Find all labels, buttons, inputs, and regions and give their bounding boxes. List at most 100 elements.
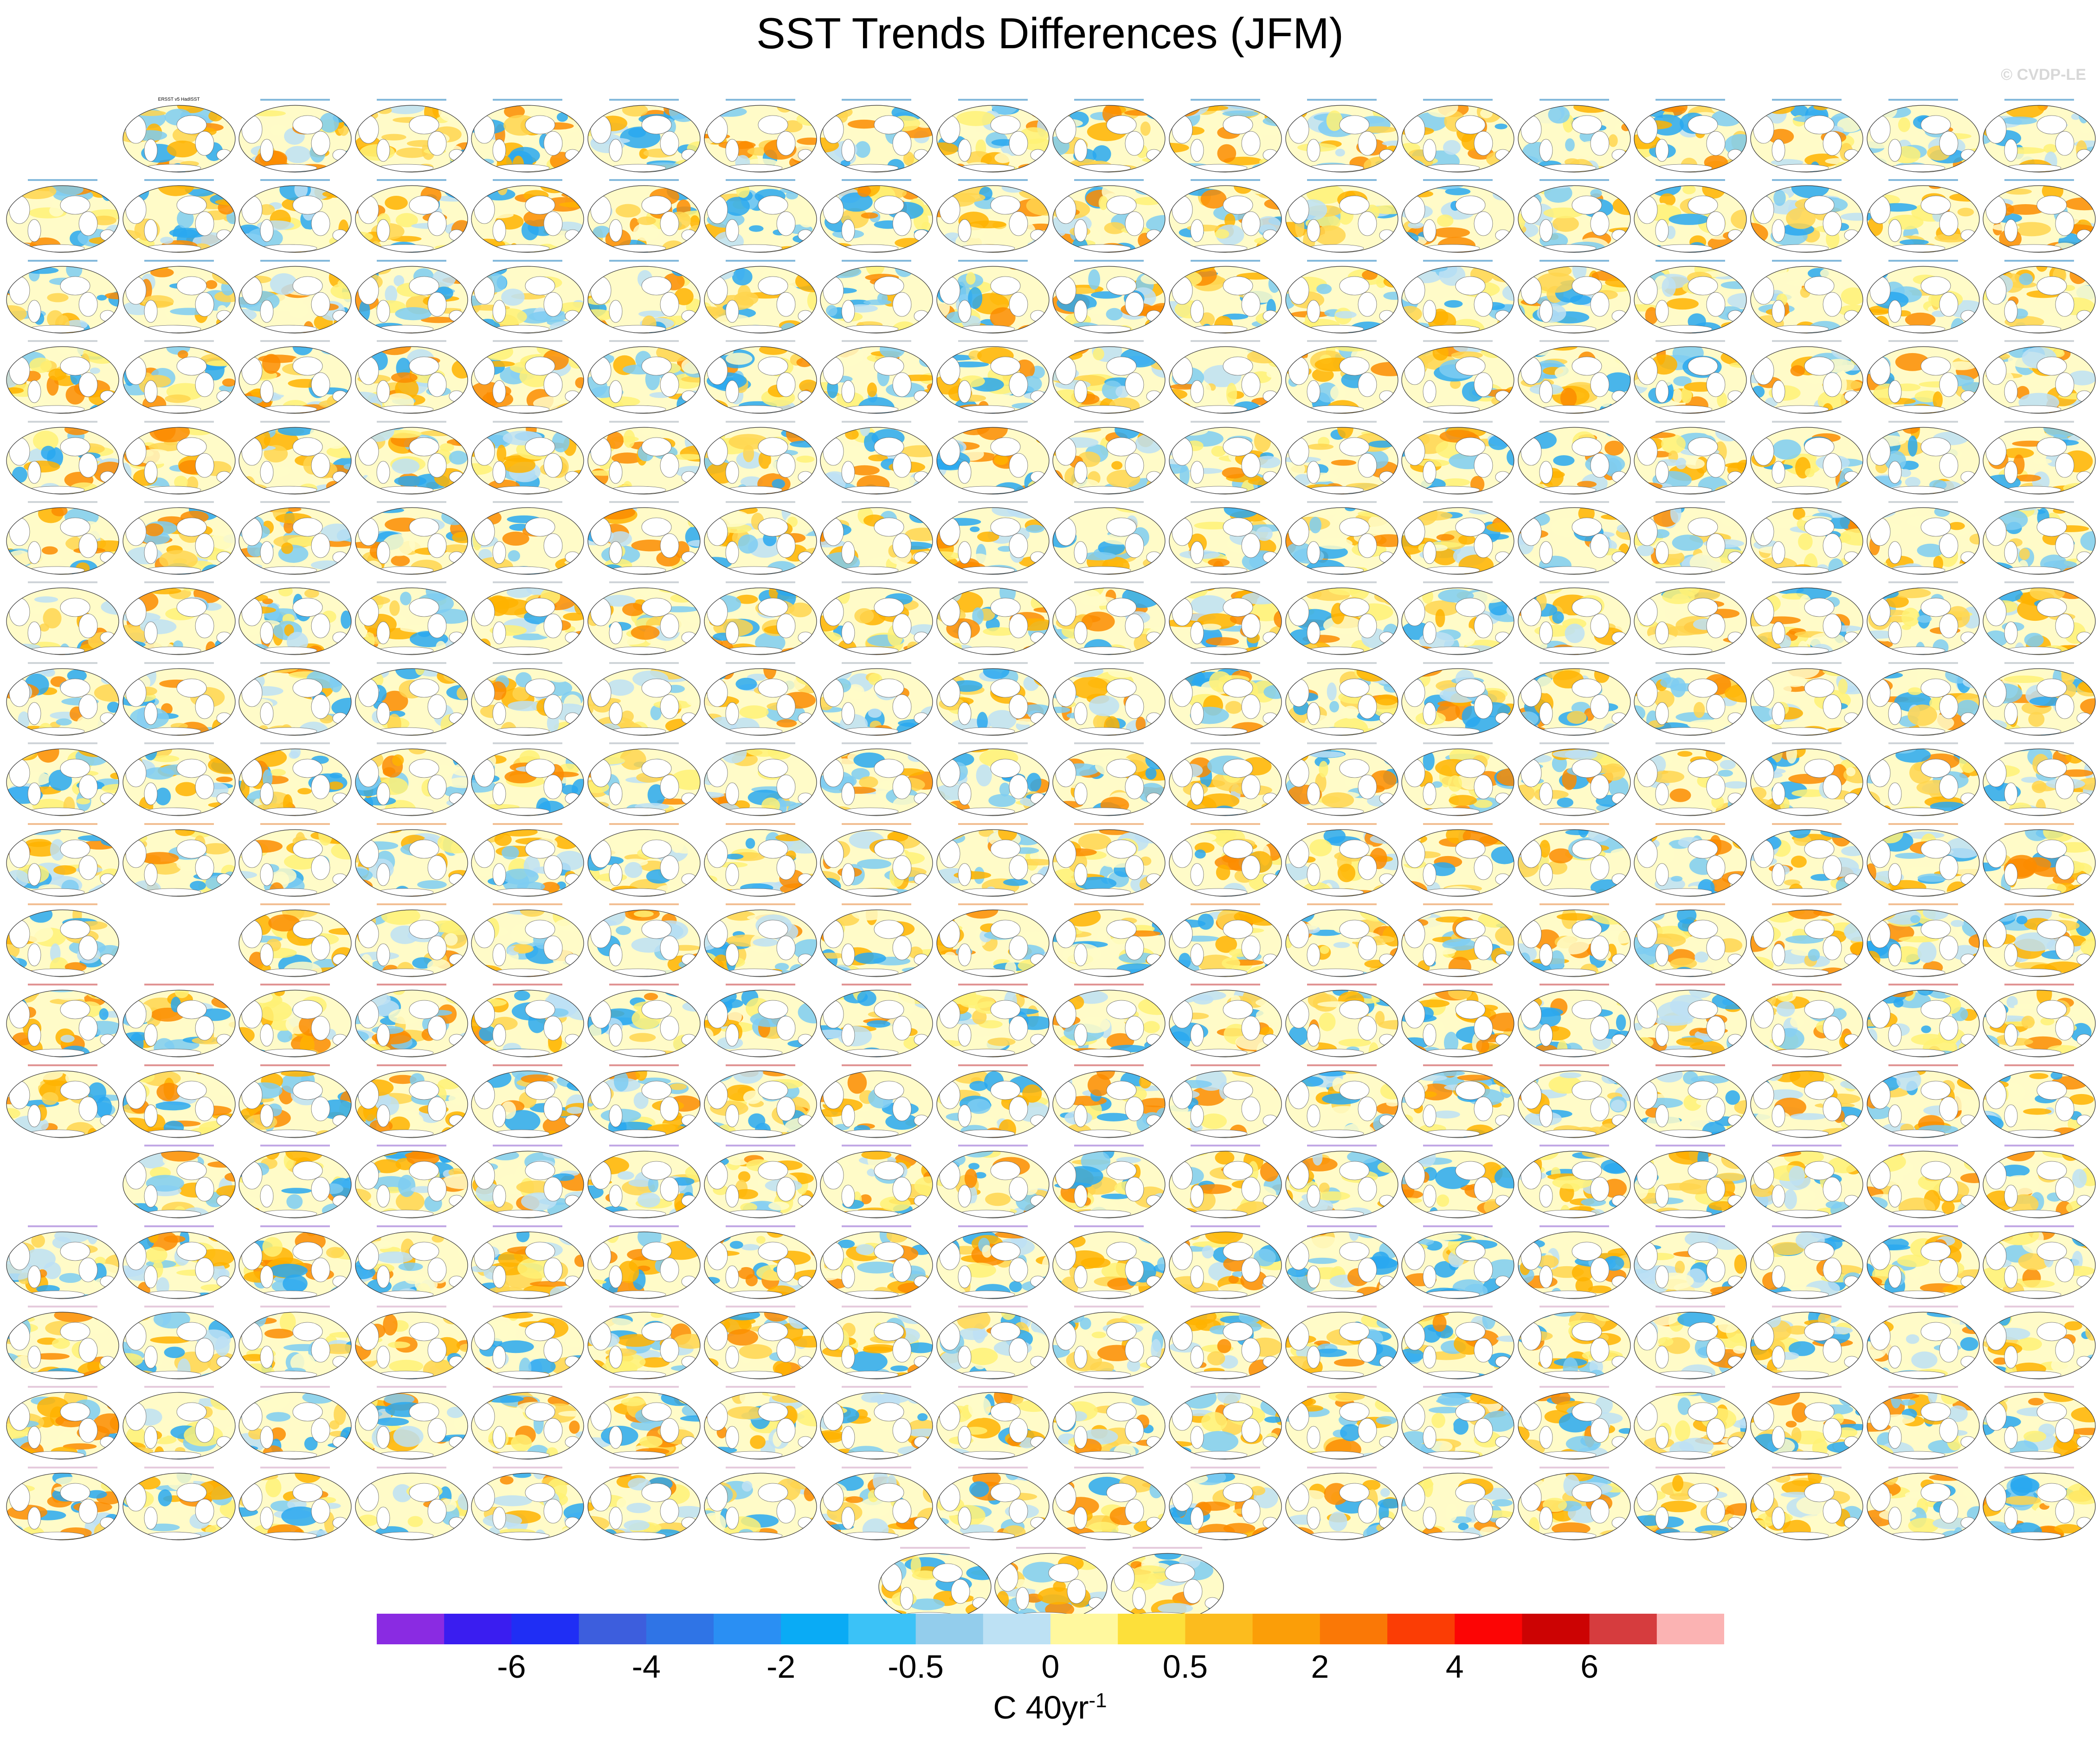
panel-title: [238, 1384, 352, 1390]
panel-title: [703, 981, 818, 988]
map-panel: [1866, 579, 1980, 657]
map-panel: [354, 1223, 469, 1301]
panel-title: [238, 97, 352, 103]
panel-title: [470, 338, 585, 344]
map-panel: [1517, 981, 1631, 1059]
panel-title: [819, 579, 934, 586]
panel-title: [936, 1303, 1050, 1310]
map-panel: [1633, 740, 1747, 818]
panel-title: [354, 660, 469, 666]
panel-title: [354, 258, 469, 264]
map-panel: [1285, 1303, 1399, 1381]
map-panel: [354, 258, 469, 335]
colorbar-swatch: [1455, 1614, 1522, 1644]
panel-title: [1285, 740, 1399, 747]
map-panel: [1401, 821, 1515, 899]
panel-title: [703, 1142, 818, 1149]
colorbar-tick-label: 0.5: [1162, 1648, 1208, 1685]
panel-title: [1401, 419, 1515, 425]
panel-title: [1052, 258, 1166, 264]
map-panel: [354, 419, 469, 496]
map-panel: [587, 981, 701, 1059]
panel-title: [587, 338, 701, 344]
map-panel: [470, 419, 585, 496]
map-panel: [1982, 1142, 2096, 1220]
copyright-watermark: © CVDP-LE: [2001, 66, 2086, 84]
panel-title: [354, 1142, 469, 1149]
map-panel: [1750, 258, 1864, 335]
colorbar-swatch: [1656, 1614, 1724, 1644]
map-panel: [238, 1464, 352, 1542]
panel-title: [1866, 660, 1980, 666]
map-panel: [1285, 660, 1399, 738]
map-panel: [1168, 419, 1282, 496]
panel-title: [354, 821, 469, 827]
map-panel: [1052, 1223, 1166, 1301]
map-panel: [6, 821, 120, 899]
map-panel: [1517, 97, 1631, 174]
map-panel: [1285, 177, 1399, 255]
panel-title: [1750, 177, 1864, 183]
map-panel: [819, 499, 934, 577]
map-panel: [587, 821, 701, 899]
panel-title: [1866, 1384, 1980, 1390]
map-panel: [819, 981, 934, 1059]
map-panel: [1168, 579, 1282, 657]
map-panel: [1168, 1384, 1282, 1462]
panel-title: [703, 258, 818, 264]
panel-title: [936, 901, 1050, 908]
panel-title: [703, 1223, 818, 1230]
panel-title: [1982, 1223, 2096, 1230]
panel-title: [238, 660, 352, 666]
panel-title: [1866, 740, 1980, 747]
panel-title: [587, 1062, 701, 1069]
map-panel: [1168, 177, 1282, 255]
panel-title: [1750, 1062, 1864, 1069]
panel-title: [122, 1223, 236, 1230]
panel-title: [1285, 419, 1399, 425]
panel-title: [122, 499, 236, 505]
map-panel: [1750, 97, 1864, 174]
map-panel: [1401, 258, 1515, 335]
map-panel: [587, 258, 701, 335]
map-panel: [936, 258, 1050, 335]
map-panel: [1633, 499, 1747, 577]
map-panel: [122, 177, 236, 255]
map-panel: [1866, 97, 1980, 174]
panel-title: [1285, 1062, 1399, 1069]
panel-title: [1285, 660, 1399, 666]
map-panel: [1285, 1142, 1399, 1220]
map-panel: [936, 97, 1050, 174]
panel-title: [1982, 499, 2096, 505]
panel-title: [122, 660, 236, 666]
panel-title: [587, 1142, 701, 1149]
map-panel: [1866, 821, 1980, 899]
panel-title: [1517, 660, 1631, 666]
panel-title: [1982, 740, 2096, 747]
panel-title: [238, 1223, 352, 1230]
map-panel: [238, 1303, 352, 1381]
panel-title: [936, 1223, 1050, 1230]
panel-title: [1750, 97, 1864, 103]
panel-title: [6, 579, 120, 586]
panel-title: [1633, 338, 1747, 344]
map-panel: [6, 258, 120, 335]
panel-title: [6, 1062, 120, 1069]
colorbar-tick-label: 2: [1311, 1648, 1329, 1685]
panel-title: [1285, 901, 1399, 908]
panel-title: [1052, 901, 1166, 908]
panel-title: [1750, 499, 1864, 505]
panel-title: [6, 419, 120, 425]
panel-title: [1982, 1142, 2096, 1149]
map-panel: [587, 419, 701, 496]
map-panel: [1517, 579, 1631, 657]
panel-title: [1517, 1464, 1631, 1471]
panel-title: [1866, 579, 1980, 586]
map-panel: [1750, 419, 1864, 496]
panel-title: [1633, 258, 1747, 264]
map-panel: [1401, 499, 1515, 577]
panel-title: [238, 258, 352, 264]
panel-title: [1982, 901, 2096, 908]
panel-title: [1750, 419, 1864, 425]
panel-title: [819, 981, 934, 988]
